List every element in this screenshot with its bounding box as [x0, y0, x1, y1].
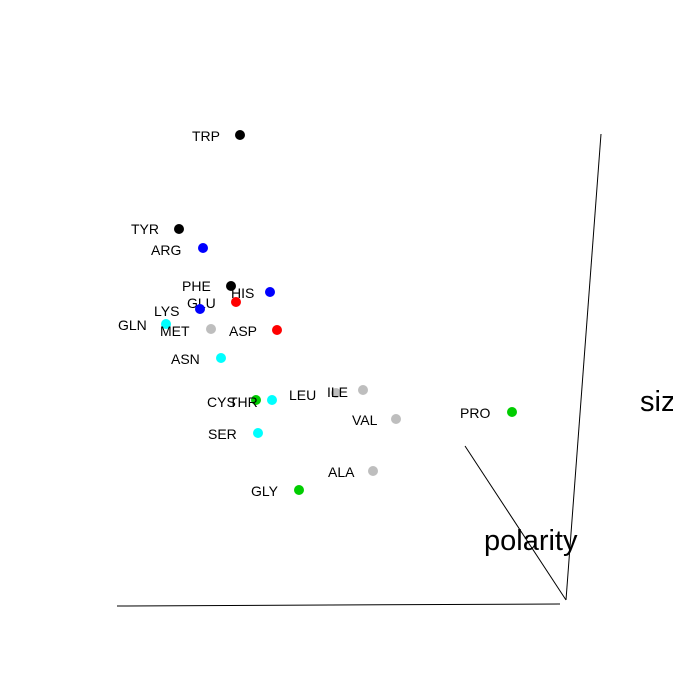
point-label-ile: ILE	[327, 384, 348, 400]
point-label-asp: ASP	[229, 323, 257, 339]
point-ser	[253, 428, 263, 438]
point-label-glu: GLU	[187, 295, 216, 311]
axis-size	[565, 133, 602, 601]
point-label-gln: GLN	[118, 317, 147, 333]
point-phe	[226, 281, 236, 291]
point-gln	[161, 319, 171, 329]
point-pro	[507, 407, 517, 417]
point-label-tyr: TYR	[131, 221, 159, 237]
point-label-trp: TRP	[192, 128, 220, 144]
point-label-his: HIS	[231, 285, 254, 301]
point-arg	[198, 243, 208, 253]
point-his	[265, 287, 275, 297]
point-label-phe: PHE	[182, 278, 211, 294]
point-gly	[294, 485, 304, 495]
axis-title-size: siz	[640, 386, 673, 418]
point-val	[391, 414, 401, 424]
point-met	[206, 324, 216, 334]
point-ile	[358, 385, 368, 395]
point-glu	[231, 297, 241, 307]
axis-title-polarity: polarity	[484, 525, 578, 557]
point-asn	[216, 353, 226, 363]
point-label-thr: THR	[229, 394, 258, 410]
point-tyr	[174, 224, 184, 234]
point-label-cys: CYS	[207, 394, 236, 410]
point-label-lys: LYS	[154, 303, 179, 319]
point-label-pro: PRO	[460, 405, 490, 421]
axis-floor-front	[116, 603, 561, 607]
point-label-asn: ASN	[171, 351, 200, 367]
point-label-val: VAL	[352, 412, 378, 428]
point-label-gly: GLY	[251, 483, 279, 499]
point-lys	[195, 304, 205, 314]
point-label-ser: SER	[208, 426, 237, 442]
point-trp	[235, 130, 245, 140]
point-thr	[267, 395, 277, 405]
point-asp	[272, 325, 282, 335]
point-label-ala: ALA	[328, 464, 355, 480]
point-label-leu: LEU	[289, 387, 316, 403]
point-label-met: MET	[160, 323, 190, 339]
axis-polarity	[464, 445, 567, 601]
point-ala	[368, 466, 378, 476]
point-cys	[251, 395, 261, 405]
point-label-arg: ARG	[151, 242, 181, 258]
point-leu	[331, 388, 341, 398]
